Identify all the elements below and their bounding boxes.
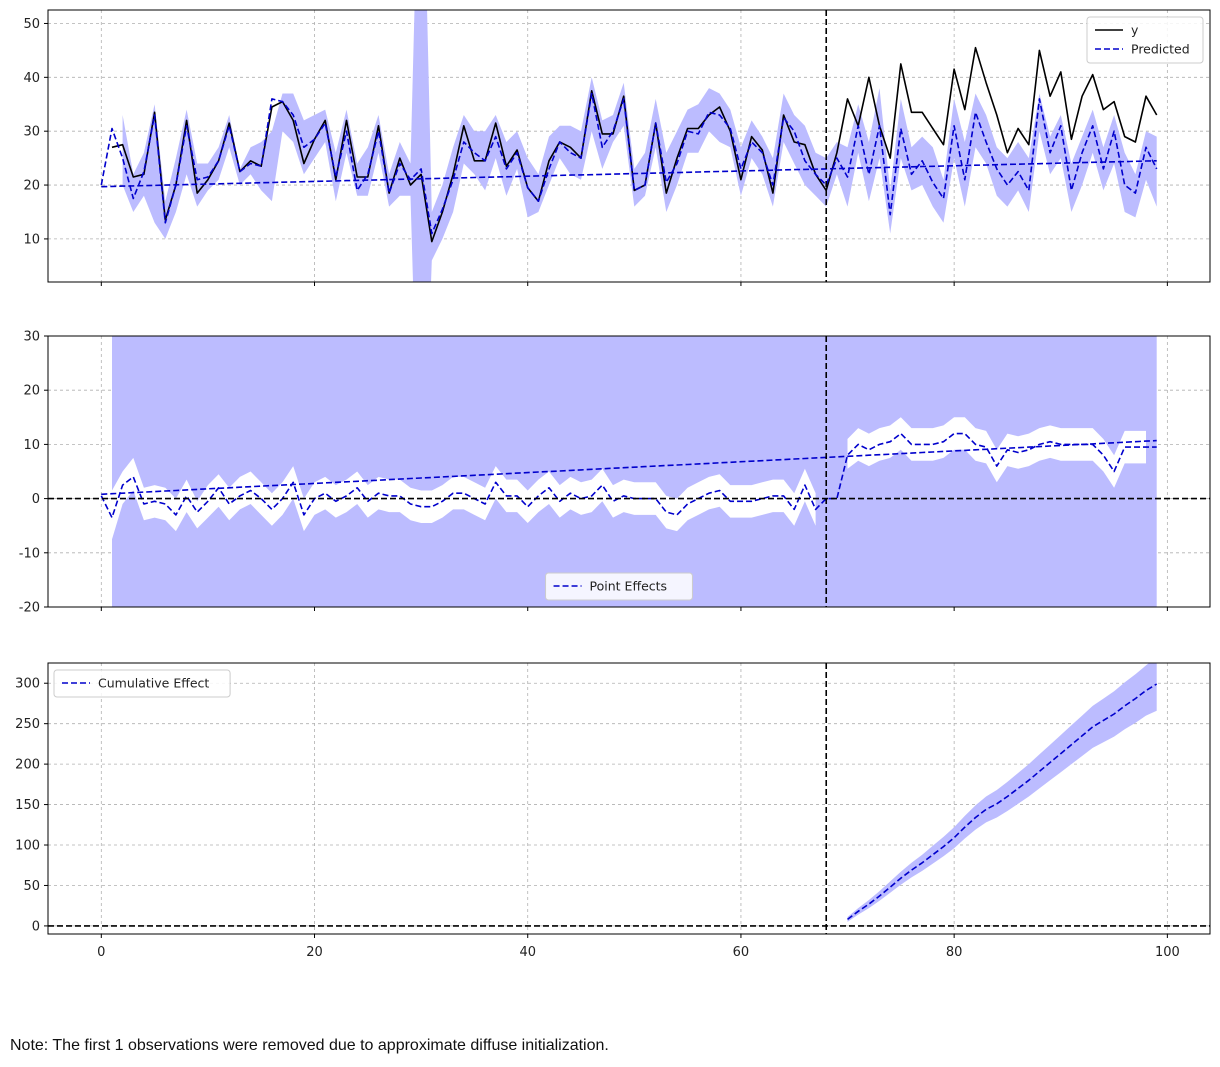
legend-label: y	[1131, 23, 1139, 38]
series-line-trend	[101, 160, 1157, 188]
inner-band-post	[847, 417, 1146, 488]
y-tick-label: 150	[15, 798, 40, 813]
axes-frame	[47, 335, 1211, 608]
y-tick-label: 10	[23, 232, 40, 247]
legend-label: Point Effects	[590, 579, 668, 594]
y-tick-label: 30	[23, 330, 40, 345]
plot-area	[48, 10, 1210, 282]
series-line-predicted	[100, 92, 1158, 235]
axes-frame	[47, 662, 1211, 935]
panel-1: 10 20 30 40 50 y Predicted	[23, 9, 1211, 286]
x-tick-label: 0	[97, 945, 105, 960]
panel-2: -20 -10 0 10 20 30 Point Effects	[19, 330, 1211, 616]
figure: 10 20 30 40 50 y Predicted -20 -10 0 10 20 30 Point E…	[15, 9, 1211, 960]
panel-3: 0 50 100 150 200 250 300 0 20 40 60 80 100 Cumulative…	[15, 662, 1211, 960]
y-tick-label: 100	[15, 839, 40, 854]
y-tick-label: 200	[15, 758, 40, 773]
axes-frame	[47, 9, 1211, 283]
legend: Cumulative Effect	[53, 669, 231, 698]
y-tick-label: 30	[23, 125, 40, 140]
y-tick-label: 50	[23, 879, 40, 894]
legend-box	[1086, 16, 1204, 64]
legend: Point Effects	[545, 572, 693, 601]
y-tick-label: -20	[19, 601, 40, 616]
y-tick-label: 0	[32, 919, 40, 934]
x-tick-label: 40	[519, 945, 536, 960]
plot-area	[48, 663, 1210, 934]
y-tick-label: 0	[32, 492, 40, 507]
y-tick-label: 40	[23, 71, 40, 86]
legend: y Predicted	[1086, 16, 1204, 64]
y-tick-label: 300	[15, 677, 40, 692]
y-tick-label: 50	[23, 17, 40, 32]
y-tick-label: 20	[23, 179, 40, 194]
confidence-band	[847, 663, 1157, 922]
legend-box	[53, 669, 231, 698]
y-tick-label: 20	[23, 384, 40, 399]
series-line-y	[111, 46, 1158, 243]
legend-label: Predicted	[1131, 42, 1190, 57]
y-tick-label: 10	[23, 438, 40, 453]
x-tick-label: 100	[1155, 945, 1180, 960]
series-line-point-effects	[100, 432, 1157, 519]
legend-box	[545, 572, 693, 601]
x-tick-label: 20	[306, 945, 323, 960]
footnote: Note: The first 1 observations were remo…	[10, 1037, 609, 1054]
x-tick-label: 80	[946, 945, 963, 960]
x-tick-label: 60	[733, 945, 750, 960]
y-tick-label: -10	[19, 546, 40, 561]
plot-area	[48, 336, 1210, 607]
series-line-trend	[101, 439, 1157, 496]
legend-label: Cumulative Effect	[98, 676, 209, 691]
y-tick-label: 250	[15, 717, 40, 732]
confidence-band	[112, 336, 1157, 607]
series-line-cumulative-effect	[847, 683, 1158, 921]
